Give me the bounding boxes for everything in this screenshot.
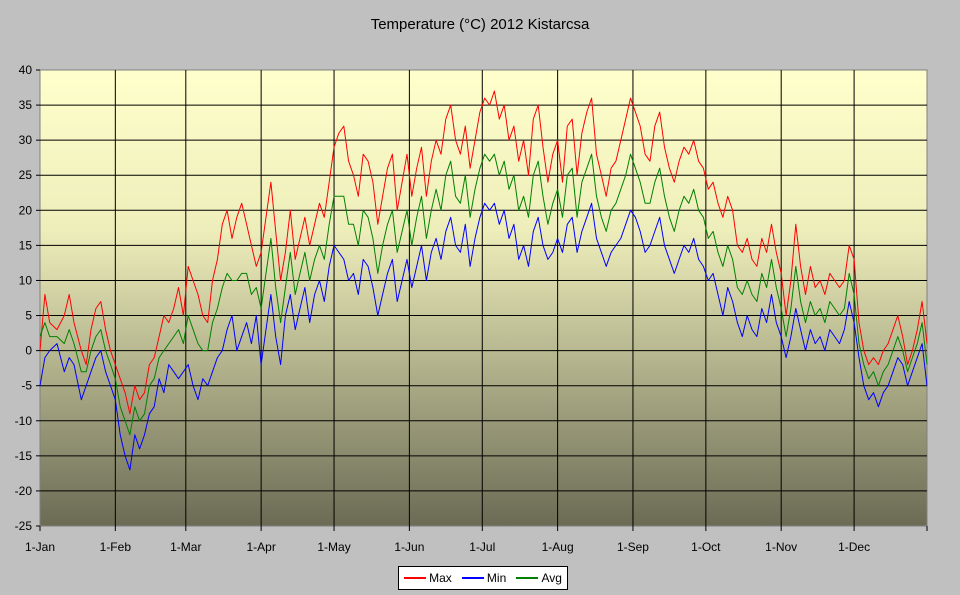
y-tick-label: 25 — [19, 168, 33, 182]
x-tick-label: 1-May — [317, 540, 350, 554]
series-line-min — [39, 202, 928, 471]
chart-title: Temperature (°C) 2012 Kistarcsa — [370, 16, 590, 33]
y-tick-label: -10 — [15, 414, 33, 428]
x-tick-label: 1-Jul — [469, 540, 495, 554]
y-tick-label: -25 — [15, 519, 33, 533]
legend-label-max: Max — [429, 571, 452, 585]
x-tick-label: 1-Feb — [100, 540, 132, 554]
x-tick-label: 1-Sep — [617, 540, 649, 554]
legend-swatch-max — [404, 577, 427, 579]
y-tick-label: -15 — [15, 449, 33, 463]
y-tick-label: 35 — [19, 98, 33, 112]
x-axis: 1-Jan 1-Feb 1-Mar 1-Apr 1-May 1-Jun 1-Jul 1-Aug… — [25, 526, 928, 554]
legend-label-min: Min — [486, 571, 507, 585]
y-tick-label: 20 — [19, 203, 33, 217]
legend-item-min: Min — [461, 571, 507, 585]
x-tick-label: 1-Nov — [765, 540, 797, 554]
legend-item-avg: Avg — [516, 571, 562, 585]
legend-swatch-min — [461, 577, 484, 579]
y-tick-label: 10 — [19, 273, 33, 287]
x-tick-label: 1-Oct — [691, 540, 721, 554]
x-tick-label: 1-Aug — [542, 540, 574, 554]
y-tick-label: -20 — [15, 484, 33, 498]
legend-label-avg: Avg — [541, 571, 562, 585]
series-line-max — [39, 90, 928, 415]
y-tick-label: 40 — [19, 63, 33, 77]
y-tick-label: 5 — [25, 309, 32, 323]
y-tick-label: 15 — [19, 238, 33, 252]
series-line-avg — [39, 153, 928, 436]
x-tick-label: 1-Jun — [394, 540, 424, 554]
x-tick-label: 1-Apr — [246, 540, 275, 554]
x-tick-label: 1-Dec — [838, 540, 870, 554]
plot-area — [39, 69, 928, 527]
y-tick-label: 0 — [25, 344, 32, 358]
legend: Max Min Avg — [398, 566, 568, 590]
y-tick-label: 30 — [19, 133, 33, 147]
series-layer — [39, 90, 928, 471]
legend-swatch-avg — [516, 577, 539, 579]
y-tick-label: -5 — [21, 379, 32, 393]
x-tick-label: 1-Jan — [25, 540, 55, 554]
legend-item-max: Max — [404, 571, 452, 585]
x-tick-label: 1-Mar — [170, 540, 201, 554]
y-axis: -25 -20 -15 -10 -5 0 5 10 15 20 25 30 35 40 — [15, 63, 40, 533]
